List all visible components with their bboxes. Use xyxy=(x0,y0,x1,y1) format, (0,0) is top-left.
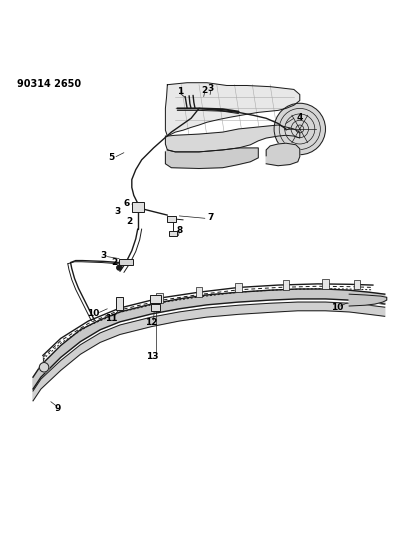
Bar xyxy=(235,282,242,292)
Text: 2: 2 xyxy=(127,216,133,225)
Polygon shape xyxy=(266,143,300,166)
Text: 2: 2 xyxy=(201,86,208,95)
Bar xyxy=(119,259,133,265)
Polygon shape xyxy=(166,125,300,152)
Polygon shape xyxy=(33,289,385,389)
Polygon shape xyxy=(166,148,258,168)
Text: 90314 2650: 90314 2650 xyxy=(17,79,81,89)
Text: 7: 7 xyxy=(207,213,213,222)
Text: 3: 3 xyxy=(208,84,214,93)
Text: 12: 12 xyxy=(144,318,157,327)
Text: 1: 1 xyxy=(177,87,183,96)
Text: 10: 10 xyxy=(331,303,343,312)
Text: 5: 5 xyxy=(108,154,114,163)
Bar xyxy=(170,231,177,236)
Bar xyxy=(132,203,144,212)
Circle shape xyxy=(117,265,121,270)
Text: 13: 13 xyxy=(146,352,159,361)
Bar xyxy=(283,280,289,290)
Text: 3: 3 xyxy=(100,251,107,260)
Text: 3: 3 xyxy=(115,207,121,216)
Polygon shape xyxy=(349,294,387,306)
Bar xyxy=(354,279,360,289)
Text: 9: 9 xyxy=(54,404,61,413)
Polygon shape xyxy=(166,83,300,136)
Circle shape xyxy=(274,103,326,155)
Bar xyxy=(168,216,176,222)
Polygon shape xyxy=(33,302,385,401)
Bar xyxy=(116,297,123,310)
Text: 6: 6 xyxy=(124,199,130,208)
Bar xyxy=(322,279,329,289)
Bar xyxy=(196,287,202,297)
Bar xyxy=(151,304,160,311)
Circle shape xyxy=(39,362,49,372)
Bar xyxy=(156,293,163,303)
Text: 8: 8 xyxy=(177,225,183,235)
Text: 2: 2 xyxy=(111,258,117,267)
Text: 11: 11 xyxy=(105,314,117,323)
Text: 4: 4 xyxy=(297,112,303,122)
Bar xyxy=(150,295,162,303)
Text: 10: 10 xyxy=(87,310,99,318)
